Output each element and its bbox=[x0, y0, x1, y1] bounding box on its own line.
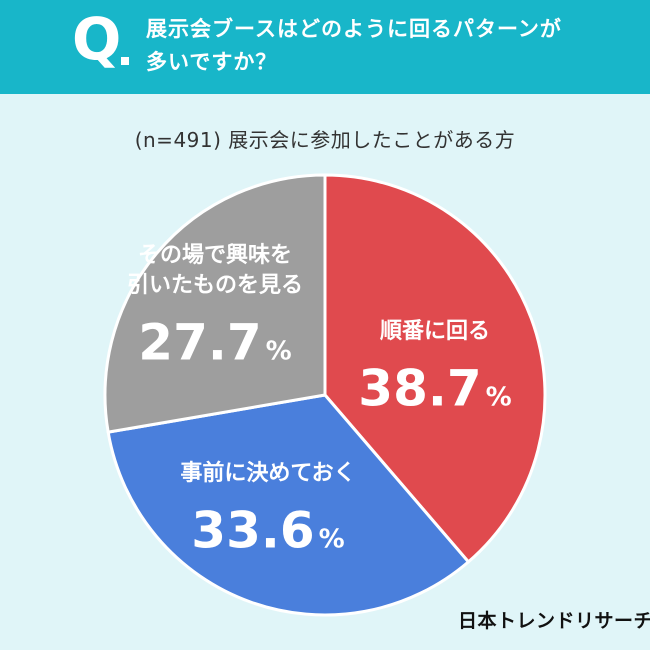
chart-subtitle: (n=491) 展示会に参加したことがある方 bbox=[134, 128, 516, 152]
question-text: 展示会ブースはどのように回るパターンが 多いですか？ bbox=[146, 13, 606, 79]
slice-value-1: 33.6% bbox=[191, 502, 344, 560]
pie-slice-0 bbox=[323, 173, 547, 564]
slice-label-1-line-0: 事前に決めておく bbox=[180, 460, 355, 486]
header-bar: Q 展示会ブースはどのように回るパターンが 多いですか？ bbox=[0, 0, 650, 94]
pie-slice-1 bbox=[106, 393, 470, 617]
brand-logo-text: 日本トレンドリサーチ bbox=[458, 610, 650, 632]
slice-value-2: 27.7% bbox=[138, 314, 291, 372]
slice-label-0-line-0: 順番に回る bbox=[380, 319, 490, 344]
question-line-2: 多いですか？ bbox=[146, 50, 278, 74]
q-dot bbox=[121, 57, 129, 65]
pie-slices bbox=[103, 173, 547, 617]
q-mark: Q bbox=[72, 5, 122, 73]
slice-label-2-line-0: その場で興味を bbox=[138, 243, 292, 268]
question-line-1: 展示会ブースはどのように回るパターンが bbox=[146, 17, 562, 41]
pie-slice-2 bbox=[103, 173, 327, 434]
slice-value-0: 38.7% bbox=[358, 360, 511, 418]
slice-label-2-line-1: 引いたものを見る bbox=[127, 273, 303, 298]
